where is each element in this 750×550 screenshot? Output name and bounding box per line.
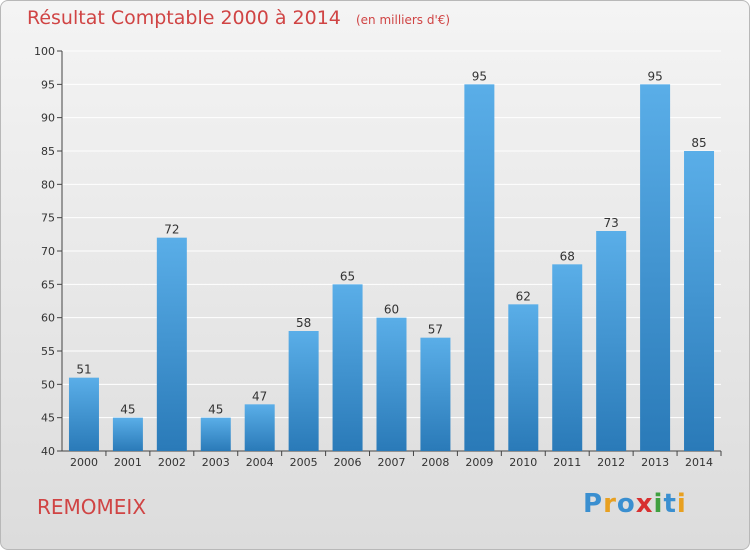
x-tick-label: 2008 — [421, 456, 449, 469]
y-tick-label: 80 — [41, 178, 55, 191]
x-tick-label: 2001 — [114, 456, 142, 469]
bar-value-label: 65 — [340, 269, 355, 283]
logo-letter: x — [635, 489, 654, 519]
bar — [420, 337, 451, 451]
y-tick-label: 70 — [41, 245, 55, 258]
bar-value-label: 85 — [691, 136, 706, 150]
y-tick-label: 50 — [41, 378, 55, 391]
bar-value-label: 68 — [560, 249, 575, 263]
logo-letter: i — [653, 489, 664, 519]
y-tick-label: 60 — [41, 312, 55, 325]
logo-letter: P — [583, 489, 604, 519]
bar-value-label: 45 — [120, 403, 135, 417]
x-tick-label: 2002 — [158, 456, 186, 469]
commune-name: REMOMEIX — [37, 495, 147, 519]
x-tick-label: 2014 — [685, 456, 713, 469]
x-tick-label: 2000 — [70, 456, 98, 469]
logo-letter: o — [616, 489, 636, 519]
bar — [464, 84, 495, 451]
bar — [68, 377, 99, 451]
x-tick-label: 2004 — [246, 456, 274, 469]
y-tick-label: 45 — [41, 412, 55, 425]
y-tick-label: 100 — [34, 45, 55, 58]
logo-letter: t — [663, 489, 677, 519]
x-tick-label: 2007 — [378, 456, 406, 469]
y-tick-label: 55 — [41, 345, 55, 358]
bar — [596, 231, 627, 451]
y-tick-label: 85 — [41, 145, 55, 158]
x-tick-label: 2009 — [465, 456, 493, 469]
bar — [552, 264, 583, 451]
proxiti-logo: Proxiti — [583, 489, 687, 519]
x-tick-label: 2005 — [290, 456, 318, 469]
chart-subtitle: (en milliers d'€) — [355, 13, 451, 27]
bar — [640, 84, 671, 451]
bar — [112, 417, 143, 451]
chart-title-block: Résultat Comptable 2000 à 2014 (en milli… — [27, 7, 450, 29]
bar — [156, 237, 187, 451]
y-tick-label: 95 — [41, 78, 55, 91]
x-tick-label: 2003 — [202, 456, 230, 469]
bar — [288, 331, 319, 451]
logo-letter: i — [676, 489, 687, 519]
bar-value-label: 72 — [164, 223, 179, 237]
bar-value-label: 57 — [428, 323, 443, 337]
x-tick-label: 2013 — [641, 456, 669, 469]
y-tick-label: 90 — [41, 112, 55, 125]
bar — [332, 284, 363, 451]
x-tick-label: 2010 — [509, 456, 537, 469]
x-tick-label: 2011 — [553, 456, 581, 469]
bar-value-label: 95 — [647, 69, 662, 83]
bar — [684, 151, 715, 451]
bar-value-label: 45 — [208, 403, 223, 417]
bar-value-label: 60 — [384, 303, 399, 317]
bar-value-label: 62 — [516, 289, 531, 303]
bar — [508, 304, 539, 451]
bar — [244, 404, 275, 451]
y-tick-label: 40 — [41, 445, 55, 458]
y-tick-label: 65 — [41, 278, 55, 291]
bar — [376, 317, 407, 451]
logo-letter: r — [603, 489, 617, 519]
x-tick-label: 2012 — [597, 456, 625, 469]
chart-title: Résultat Comptable 2000 à 2014 — [27, 7, 341, 29]
bar-value-label: 73 — [604, 216, 619, 230]
bar-value-label: 95 — [472, 69, 487, 83]
bar-value-label: 47 — [252, 389, 267, 403]
y-tick-label: 75 — [41, 212, 55, 225]
bar-value-label: 51 — [76, 363, 91, 377]
x-tick-label: 2006 — [334, 456, 362, 469]
bar-value-label: 58 — [296, 316, 311, 330]
bar — [200, 417, 231, 451]
